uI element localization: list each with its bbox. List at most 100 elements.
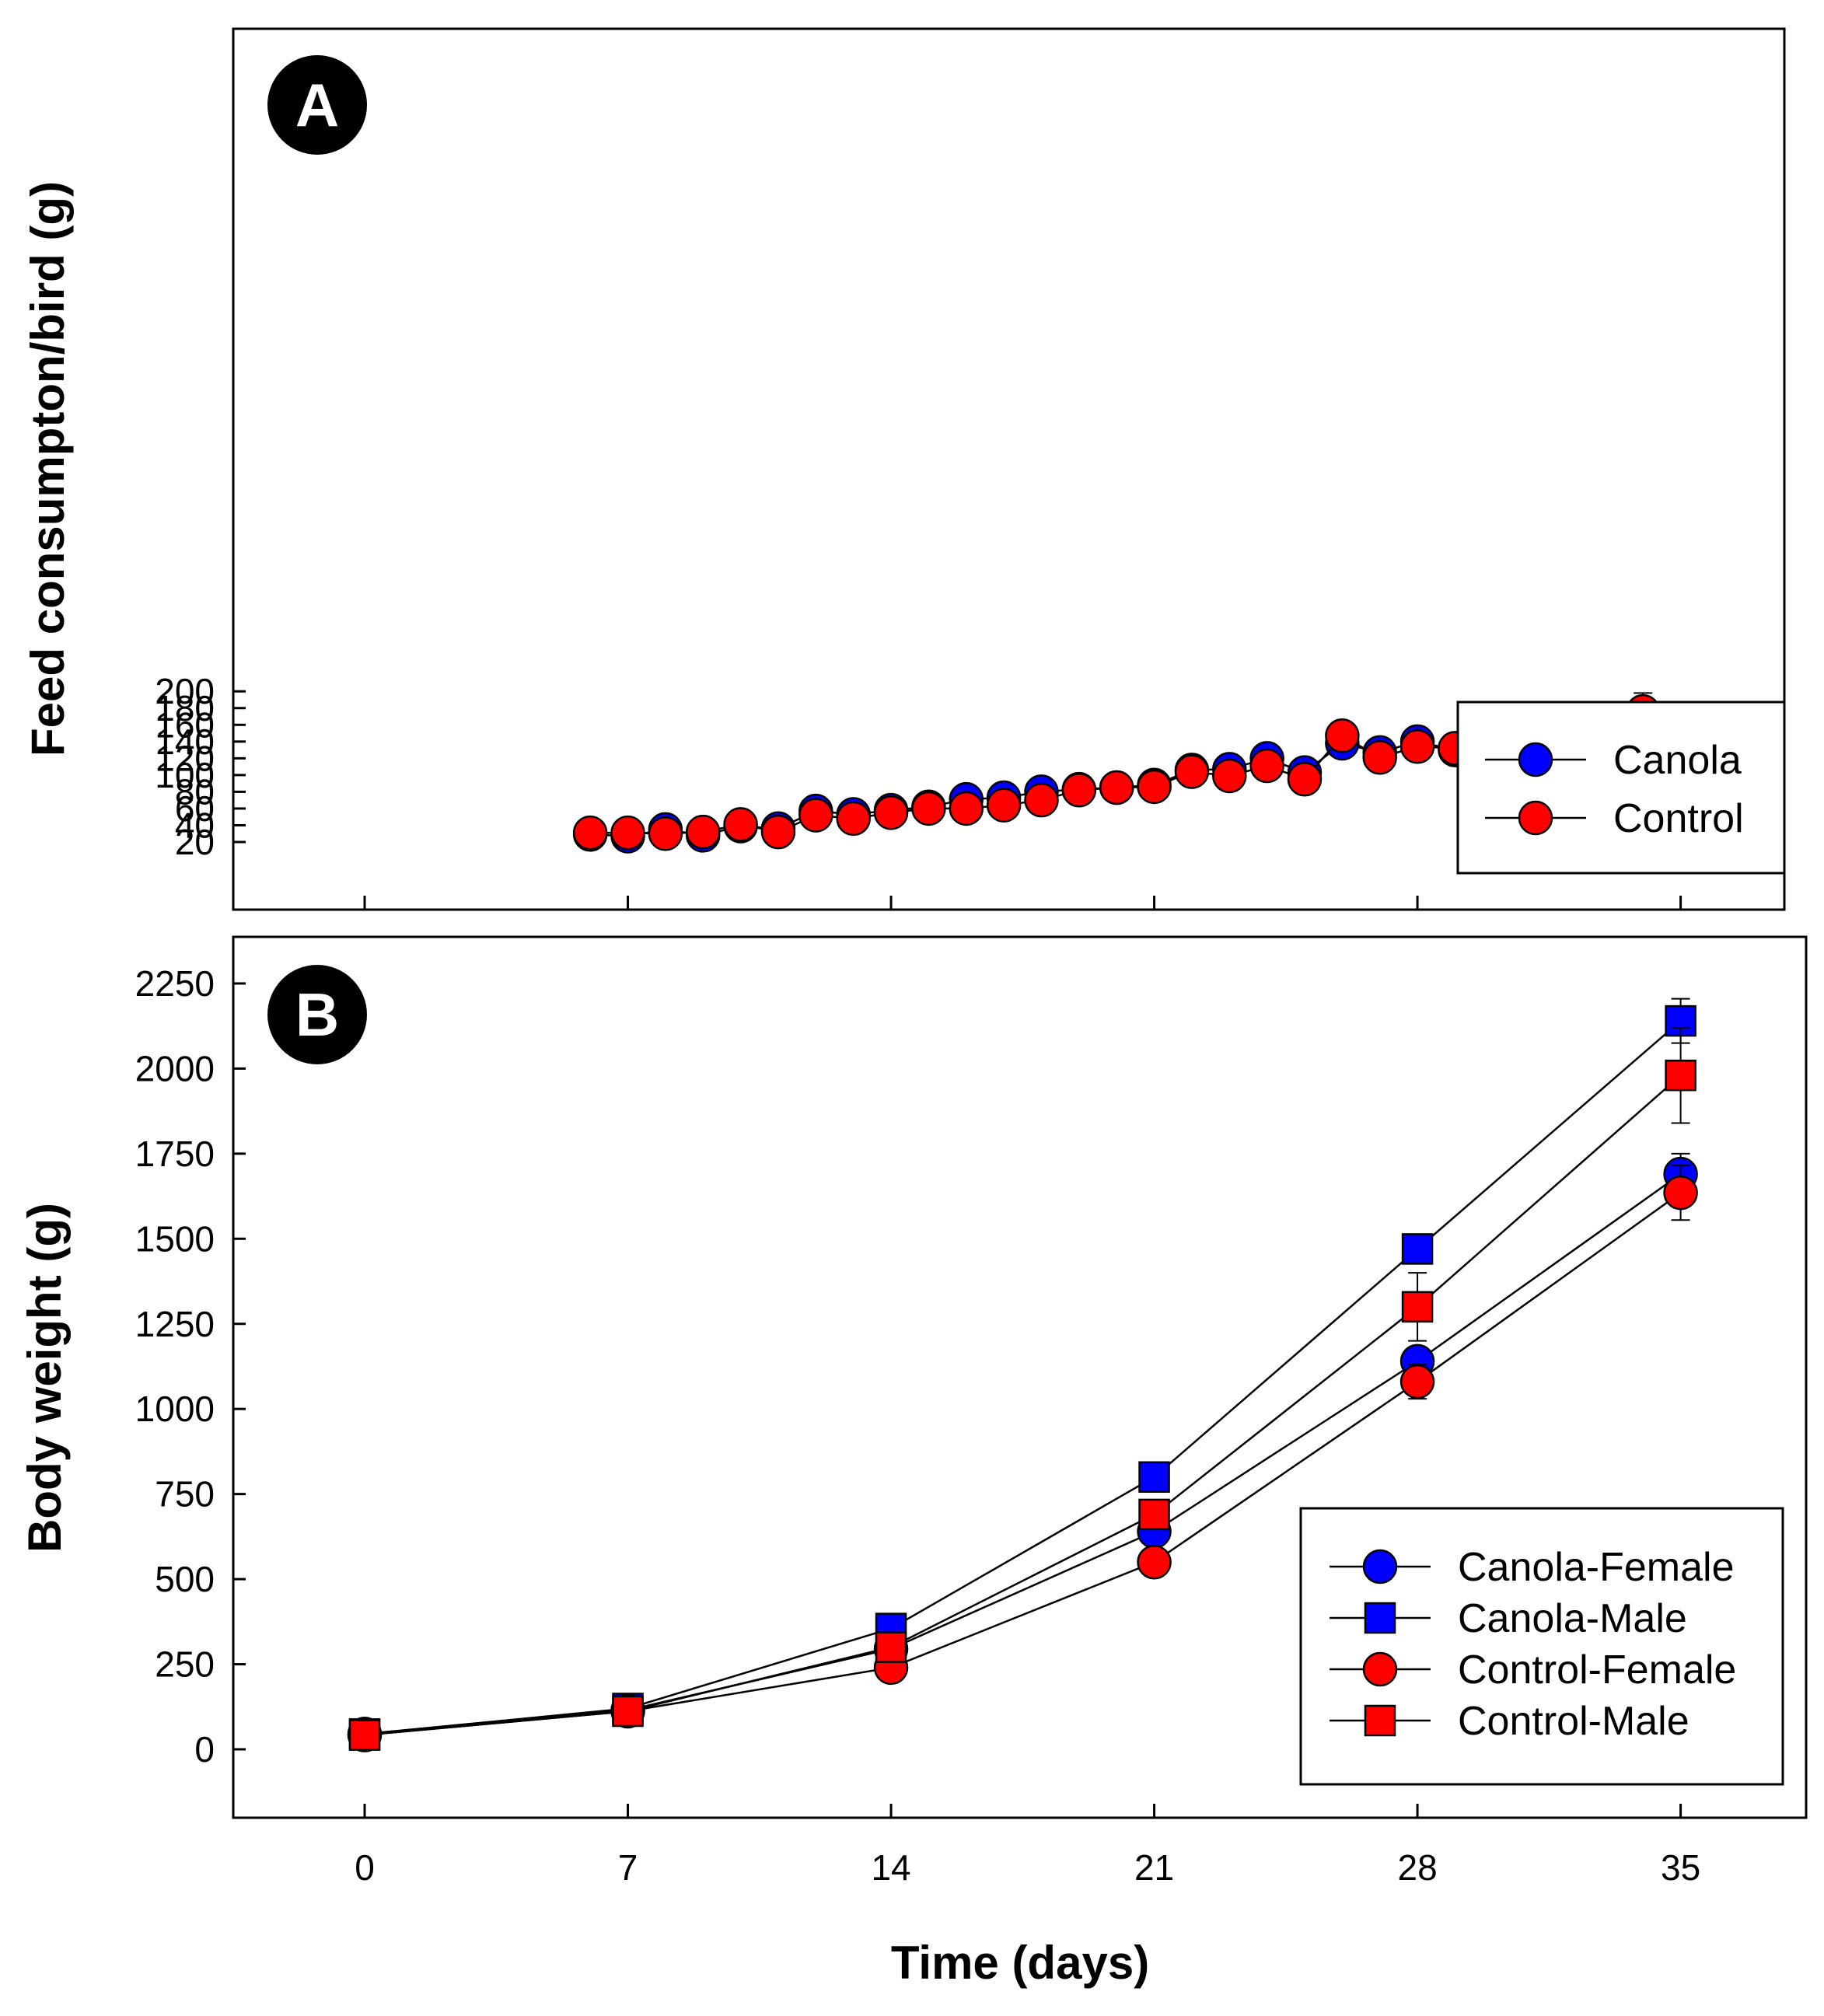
data-point bbox=[949, 791, 984, 826]
y-tick-label: 60 bbox=[175, 788, 215, 829]
panel-b-y-axis-label: Body weight (g) bbox=[19, 1203, 71, 1553]
y-tick-label: 1250 bbox=[135, 1304, 215, 1344]
data-point bbox=[760, 814, 796, 850]
legend-item: Control-Male bbox=[1330, 1699, 1689, 1744]
y-tick-label: 180 bbox=[155, 688, 215, 728]
data-point bbox=[1212, 758, 1247, 794]
data-point bbox=[1399, 729, 1435, 764]
y-tick-label: 750 bbox=[155, 1474, 215, 1515]
legend-marker bbox=[1364, 1704, 1396, 1737]
data-point bbox=[1137, 769, 1172, 805]
data-point bbox=[1138, 1498, 1170, 1531]
legend-item: Control-Female bbox=[1330, 1647, 1736, 1693]
panel-b-body-weight: 0 7 14 21 28 35 0 250 500 750 1000 1250 1500 1750 200… bbox=[19, 935, 1808, 1989]
data-point bbox=[986, 788, 1022, 823]
legend-label: Canola-Male bbox=[1458, 1596, 1687, 1641]
panel-b-frame bbox=[232, 935, 1808, 1819]
legend-marker bbox=[1518, 742, 1553, 777]
legend-label: Control-Female bbox=[1458, 1647, 1736, 1693]
y-tick-label: 0 bbox=[194, 1729, 215, 1770]
y-tick-label: 140 bbox=[155, 721, 215, 762]
x-tick-label: 14 bbox=[871, 1847, 910, 1888]
series-control-male bbox=[348, 1026, 1696, 1751]
data-point bbox=[1099, 770, 1134, 805]
y-tick-label: 80 bbox=[175, 771, 215, 812]
panel-a-legend-items: Canola Control bbox=[1485, 738, 1744, 841]
y-tick-label: 2000 bbox=[135, 1048, 215, 1088]
panel-a-frame bbox=[232, 27, 1786, 911]
legend-label: Canola bbox=[1613, 738, 1742, 783]
data-point bbox=[1362, 740, 1397, 775]
data-point bbox=[875, 1631, 907, 1663]
data-point bbox=[1399, 1364, 1435, 1399]
panel-b-x-ticks: 0 7 14 21 28 35 bbox=[355, 1804, 1700, 1888]
x-tick-label: 0 bbox=[355, 1847, 375, 1888]
y-tick-label: 250 bbox=[155, 1644, 215, 1685]
data-point bbox=[1061, 773, 1097, 808]
panel-a-badge-circle bbox=[267, 55, 367, 155]
data-point bbox=[1024, 782, 1059, 818]
panel-b-badge-circle bbox=[267, 965, 367, 1064]
panel-a-letter: A bbox=[295, 71, 339, 139]
x-tick-label: 35 bbox=[1661, 1847, 1700, 1888]
y-tick-label: 1750 bbox=[135, 1134, 215, 1174]
series-line bbox=[364, 1020, 1682, 1735]
legend-item: Canola bbox=[1485, 738, 1742, 783]
y-tick-label: 20 bbox=[175, 822, 215, 862]
y-tick-label: 2250 bbox=[135, 963, 215, 1004]
legend-label: Canola-Female bbox=[1458, 1545, 1735, 1590]
x-tick-label: 21 bbox=[1134, 1847, 1174, 1888]
data-point bbox=[1401, 1291, 1434, 1323]
legend-marker bbox=[1364, 1602, 1396, 1634]
data-point bbox=[1174, 754, 1210, 789]
legend-item: Canola-Male bbox=[1330, 1596, 1687, 1641]
series-line bbox=[364, 1074, 1682, 1736]
data-point bbox=[798, 798, 833, 833]
data-point bbox=[1663, 1175, 1698, 1211]
data-point bbox=[648, 816, 683, 851]
data-point bbox=[836, 801, 871, 837]
series-line bbox=[364, 1173, 1682, 1735]
legend-marker bbox=[1518, 800, 1553, 836]
data-point bbox=[612, 1695, 644, 1728]
legend-label: Control-Male bbox=[1458, 1699, 1689, 1744]
data-point bbox=[610, 815, 645, 851]
legend-item: Canola-Female bbox=[1330, 1545, 1735, 1590]
data-point bbox=[348, 1719, 381, 1751]
panel-b-badge: B bbox=[267, 965, 367, 1064]
y-tick-label: 1500 bbox=[135, 1218, 215, 1259]
panel-a-legend-box bbox=[1456, 701, 1786, 875]
panel-b-legend: Canola-Female Canola-Male Control-Female Co… bbox=[1299, 1507, 1784, 1786]
x-tick-label: 28 bbox=[1397, 1847, 1437, 1888]
y-tick-label: 1000 bbox=[135, 1389, 215, 1429]
legend-item: Control bbox=[1485, 796, 1744, 841]
y-tick-label: 120 bbox=[155, 738, 215, 778]
x-axis-label: Time (days) bbox=[891, 1937, 1149, 1989]
data-point bbox=[1665, 1059, 1696, 1092]
panel-a-legend: Canola Control bbox=[1456, 701, 1786, 875]
panel-a-y-axis-label: Feed consumpton/bird (g) bbox=[22, 181, 74, 756]
x-tick-label: 7 bbox=[618, 1847, 638, 1888]
data-point bbox=[572, 815, 608, 851]
data-point bbox=[873, 795, 909, 830]
panel-b-y-ticks: 0 250 500 750 1000 1250 1500 1750 2000 2250 bbox=[135, 963, 246, 1770]
data-point bbox=[685, 814, 721, 850]
legend-marker bbox=[1362, 1651, 1398, 1687]
y-tick-label: 200 bbox=[155, 671, 215, 711]
y-tick-label: 40 bbox=[175, 805, 215, 845]
data-point bbox=[1325, 718, 1360, 753]
data-point bbox=[1401, 1233, 1434, 1265]
panel-b-letter: B bbox=[295, 980, 339, 1049]
y-tick-label: 100 bbox=[155, 755, 215, 795]
data-point bbox=[1287, 762, 1323, 797]
y-tick-label: 160 bbox=[155, 704, 215, 745]
legend-marker bbox=[1362, 1549, 1398, 1584]
data-point bbox=[1137, 1544, 1172, 1580]
data-point bbox=[723, 807, 758, 842]
panel-a-badge: A bbox=[267, 55, 367, 155]
data-point bbox=[911, 791, 946, 826]
y-tick-label: 500 bbox=[155, 1559, 215, 1599]
